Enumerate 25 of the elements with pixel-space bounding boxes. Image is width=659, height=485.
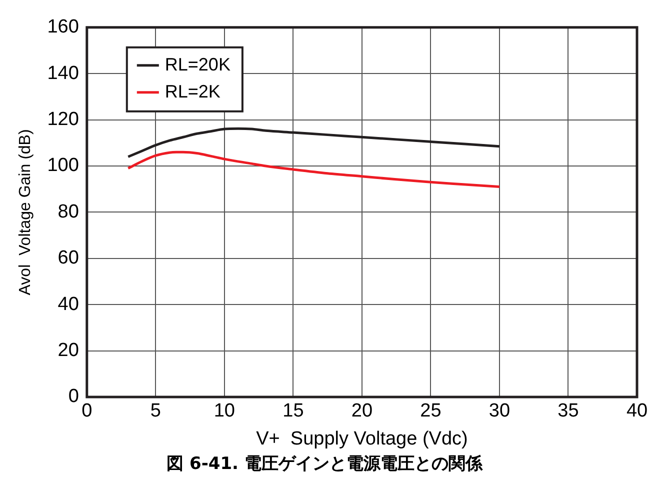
- x-tick-label: 30: [488, 400, 510, 422]
- x-tick-label: 10: [214, 400, 235, 422]
- y-axis-title: Avol Voltage Gain (dB): [17, 129, 34, 296]
- text: 図 6-41. 電圧ゲインと電源電圧との関係: [166, 454, 484, 474]
- y-tick-label: 60: [58, 248, 79, 269]
- y-tick-label: 80: [58, 201, 79, 222]
- x-axis-title: V+ Supply Voltage (Vdc): [256, 428, 468, 450]
- y-tick-label: 0: [68, 386, 79, 408]
- legend-label: RL=20K: [164, 54, 230, 74]
- y-tick-label: 40: [58, 294, 79, 315]
- legend-label: RL=2K: [164, 81, 220, 102]
- x-tick-label: 5: [150, 400, 161, 422]
- y-tick-label: 120: [47, 109, 79, 130]
- y-tick-label: 100: [47, 155, 79, 176]
- y-tick-label: 140: [47, 62, 79, 84]
- x-tick-label: 35: [558, 400, 579, 422]
- x-tick-label: 25: [420, 400, 442, 422]
- x-tick-label: 0: [82, 400, 92, 422]
- line-series: [126, 150, 501, 188]
- line-series: [126, 127, 501, 158]
- x-tick-label: 40: [626, 400, 648, 422]
- x-tick-label: 15: [282, 400, 304, 422]
- y-tick-label: 160: [47, 16, 79, 38]
- x-tick-label: 20: [351, 400, 373, 422]
- y-tick-label: 20: [58, 340, 79, 362]
